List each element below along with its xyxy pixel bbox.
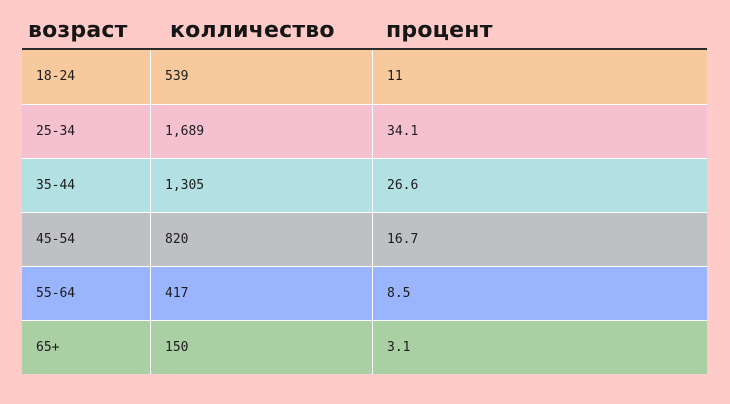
cell-age: 65+ — [36, 340, 60, 355]
data-table: 18-24 539 11 25-34 1,689 34.1 35-44 1,30… — [22, 50, 707, 374]
header-count: колличество — [170, 18, 335, 43]
cell-percent: 8.5 — [372, 267, 707, 320]
header-percent: процент — [386, 18, 493, 43]
table-row: 65+ 150 3.1 — [22, 320, 707, 374]
cell-count: 150 — [150, 321, 372, 374]
table-row: 18-24 539 11 — [22, 50, 707, 104]
cell-percent: 34.1 — [372, 105, 707, 158]
table-header: возраст колличество процент — [22, 14, 707, 48]
table-row: 35-44 1,305 26.6 — [22, 158, 707, 212]
table-row: 25-34 1,689 34.1 — [22, 104, 707, 158]
cell-age: 45-54 — [36, 232, 76, 247]
cell-percent: 26.6 — [372, 159, 707, 212]
cell-count: 1,689 — [150, 105, 372, 158]
table-row: 55-64 417 8.5 — [22, 266, 707, 320]
cell-age: 35-44 — [36, 178, 76, 193]
header-rule — [22, 48, 707, 50]
cell-age: 18-24 — [36, 69, 76, 84]
cell-count: 539 — [150, 50, 372, 104]
cell-percent: 3.1 — [372, 321, 707, 374]
table-row: 45-54 820 16.7 — [22, 212, 707, 266]
cell-age: 25-34 — [36, 124, 76, 139]
cell-count: 820 — [150, 213, 372, 266]
cell-percent: 16.7 — [372, 213, 707, 266]
header-age: возраст — [28, 18, 128, 43]
cell-count: 417 — [150, 267, 372, 320]
cell-percent: 11 — [372, 50, 707, 104]
cell-count: 1,305 — [150, 159, 372, 212]
cell-age: 55-64 — [36, 286, 76, 301]
